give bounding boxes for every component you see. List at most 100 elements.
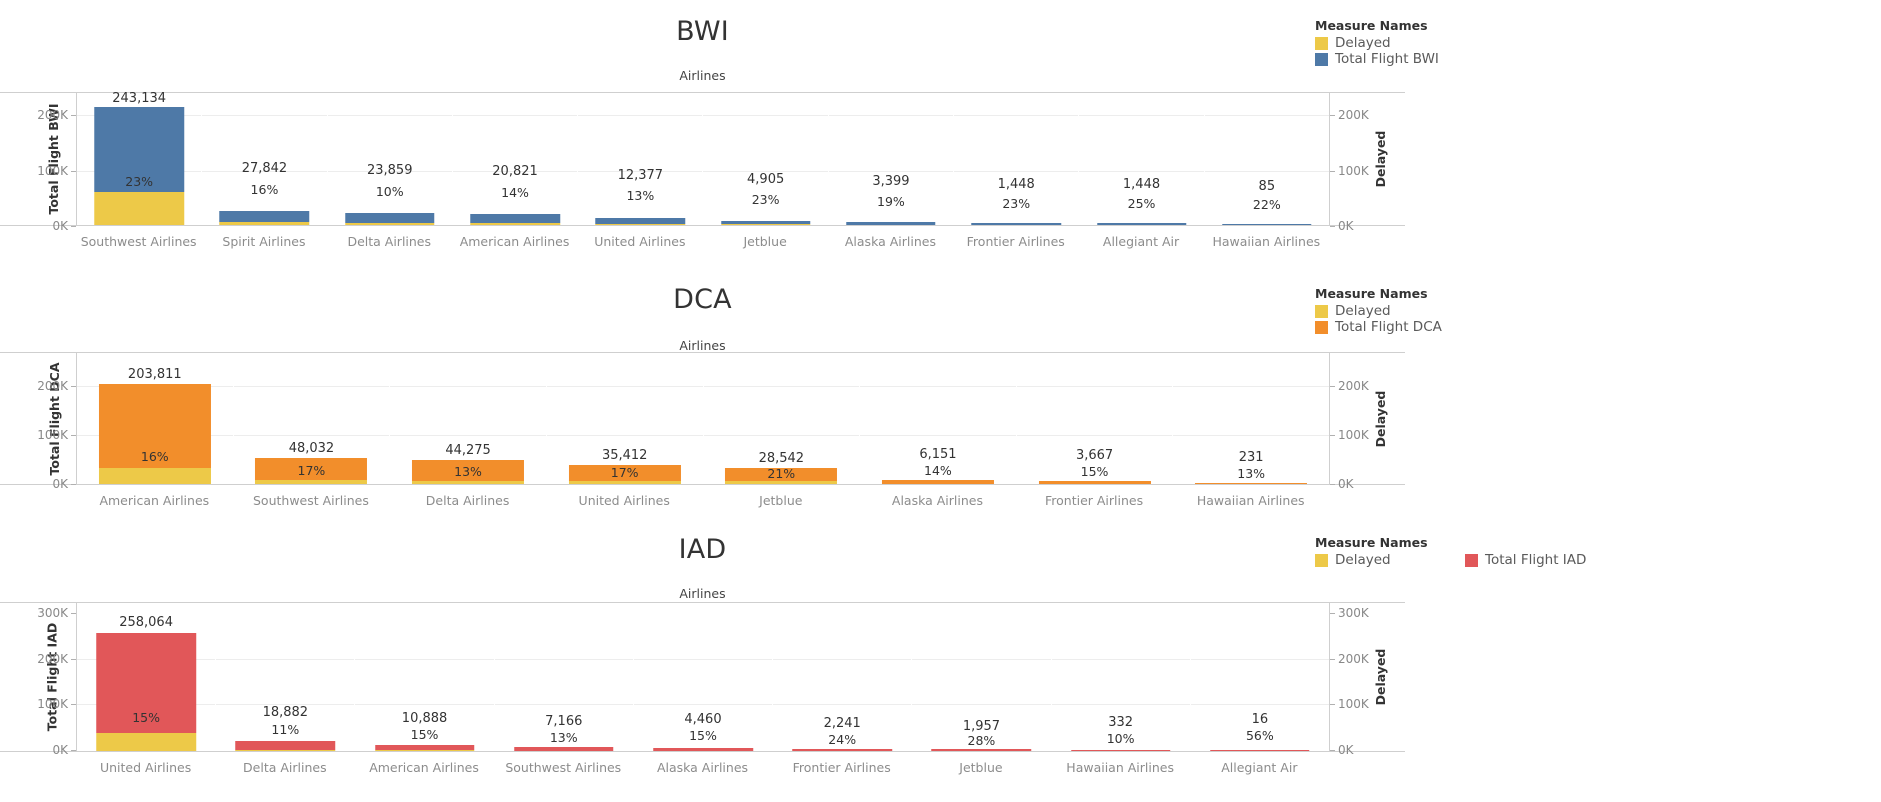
bar-item[interactable]: 16 56% (1191, 603, 1329, 751)
x-label[interactable]: Allegiant Air (1221, 760, 1298, 775)
x-label[interactable]: Hawaiian Airlines (1066, 760, 1174, 775)
bar-segment-total[interactable] (412, 460, 525, 481)
bar-segment-total[interactable] (725, 468, 838, 481)
x-label[interactable]: Delta Airlines (425, 493, 510, 508)
bar-item[interactable]: 7,166 13% (495, 603, 634, 751)
bar-segment-total[interactable] (792, 749, 892, 751)
bar-item[interactable]: 28,542 21% (704, 353, 861, 484)
bar-item[interactable]: 332 10% (1052, 603, 1191, 751)
bar-segment-delayed[interactable] (374, 750, 475, 751)
x-label[interactable]: Delta Airlines (347, 234, 432, 249)
x-label[interactable]: Southwest Airlines (80, 234, 197, 249)
legend-item-total[interactable]: Total Flight BWI (1315, 52, 1439, 67)
bar-segment-total[interactable] (96, 633, 196, 733)
bar-item[interactable]: 4,460 15% (634, 603, 774, 751)
x-label[interactable]: Jetblue (743, 234, 787, 249)
bar-segment-total[interactable] (971, 223, 1061, 225)
bar-segment-delayed[interactable] (595, 224, 686, 225)
bar-segment-delayed[interactable] (98, 468, 211, 484)
bar-item[interactable]: 27,842 16% (202, 93, 328, 225)
bar-item[interactable]: 12,377 13% (578, 93, 704, 225)
bar-item[interactable]: 4,905 23% (703, 93, 829, 225)
bar-segment-total[interactable] (881, 480, 994, 484)
bar-segment-total[interactable] (1210, 750, 1310, 751)
legend-item-delayed[interactable]: Delayed (1315, 304, 1442, 319)
bar-segment-total[interactable] (374, 745, 475, 750)
bar-segment-delayed[interactable] (720, 224, 811, 225)
bar-segment-total[interactable] (255, 458, 368, 480)
bar-segment-total[interactable] (1222, 224, 1312, 225)
bar-item[interactable]: 35,412 17% (547, 353, 704, 484)
bar-segment-total[interactable] (470, 214, 560, 223)
bar-segment-total[interactable] (568, 465, 681, 481)
bar-segment-total[interactable] (720, 221, 811, 224)
bar-segment-total[interactable] (846, 222, 936, 225)
bar-segment-total[interactable] (595, 218, 686, 224)
bar-item[interactable]: 3,667 15% (1017, 353, 1174, 484)
bar-item[interactable]: 3,399 19% (829, 93, 955, 225)
x-label[interactable]: Delta Airlines (243, 760, 327, 775)
bar-segment-total[interactable] (1070, 750, 1171, 751)
bar-segment-delayed[interactable] (96, 733, 196, 751)
bar-segment-total[interactable] (344, 213, 435, 223)
bar-segment-delayed[interactable] (94, 192, 184, 225)
x-label[interactable]: Alaska Airlines (656, 760, 749, 775)
x-label[interactable]: Southwest Airlines (253, 493, 369, 508)
bar-segment-delayed[interactable] (725, 481, 838, 484)
x-label[interactable]: Alaska Airlines (844, 234, 936, 249)
bar-item[interactable]: 10,888 15% (355, 603, 495, 751)
bar-segment-total[interactable] (653, 748, 753, 751)
bar-item[interactable]: 2,241 24% (773, 603, 913, 751)
bar-segment-delayed[interactable] (255, 480, 368, 484)
bar-item[interactable]: 1,448 25% (1079, 93, 1205, 225)
x-label[interactable]: American Airlines (99, 493, 210, 508)
bar-segment-total[interactable] (514, 747, 614, 751)
bar-item[interactable]: 20,821 14% (453, 93, 579, 225)
bar-item[interactable]: 44,275 13% (390, 353, 547, 484)
x-label[interactable]: Spirit Airlines (222, 234, 306, 249)
x-label[interactable]: United Airlines (578, 493, 670, 508)
bar-segment-total[interactable] (94, 107, 184, 192)
x-label[interactable]: United Airlines (594, 234, 686, 249)
bar-segment-total[interactable] (1096, 223, 1187, 225)
bar-item[interactable]: 85 22% (1205, 93, 1329, 225)
bar-segment-delayed[interactable] (568, 481, 681, 484)
bar-item[interactable]: 258,064 15% (77, 603, 217, 751)
bar-item[interactable]: 48,032 17% (234, 353, 391, 484)
x-label[interactable]: Jetblue (959, 760, 1003, 775)
bar-item[interactable]: 203,811 16% (77, 353, 234, 484)
x-label[interactable]: Southwest Airlines (505, 760, 622, 775)
x-label[interactable]: Frontier Airlines (1044, 493, 1144, 508)
bar-segment-total[interactable] (235, 741, 336, 750)
legend-item-delayed[interactable]: Delayed (1315, 36, 1439, 51)
bar-item[interactable]: 23,859 10% (328, 93, 453, 225)
bar-segment-total[interactable] (219, 211, 310, 222)
x-label[interactable]: American Airlines (459, 234, 570, 249)
legend-item-total[interactable]: Total Flight IAD (1465, 553, 1586, 568)
bar-segment-total[interactable] (1195, 483, 1308, 484)
bar-item[interactable]: 1,957 28% (912, 603, 1052, 751)
bar-segment-delayed[interactable] (470, 223, 560, 225)
bar-segment-delayed[interactable] (412, 481, 525, 484)
x-label[interactable]: United Airlines (99, 760, 192, 775)
bar-segment-delayed[interactable] (344, 223, 435, 225)
x-label[interactable]: Jetblue (759, 493, 803, 508)
legend-item-total[interactable]: Total Flight DCA (1315, 320, 1442, 335)
bar-item[interactable]: 243,134 23% (77, 91, 203, 225)
bar-item[interactable]: 6,151 14% (860, 353, 1017, 484)
x-label[interactable]: American Airlines (369, 760, 479, 775)
bar-segment-delayed[interactable] (235, 750, 336, 751)
x-label[interactable]: Hawaiian Airlines (1196, 493, 1305, 508)
bar-segment-total[interactable] (98, 384, 211, 468)
x-label[interactable]: Hawaiian Airlines (1212, 234, 1321, 249)
bar-item[interactable]: 231 13% (1173, 353, 1329, 484)
bar-item[interactable]: 1,448 23% (954, 93, 1080, 225)
x-label[interactable]: Frontier Airlines (966, 234, 1065, 249)
bar-segment-delayed[interactable] (219, 222, 310, 225)
x-label[interactable]: Allegiant Air (1102, 234, 1180, 249)
x-label[interactable]: Frontier Airlines (792, 760, 891, 775)
legend-item-delayed[interactable]: Delayed (1315, 553, 1465, 568)
bar-item[interactable]: 18,882 11% (216, 603, 356, 751)
x-label[interactable]: Alaska Airlines (891, 493, 983, 508)
bar-segment-total[interactable] (1038, 481, 1151, 484)
